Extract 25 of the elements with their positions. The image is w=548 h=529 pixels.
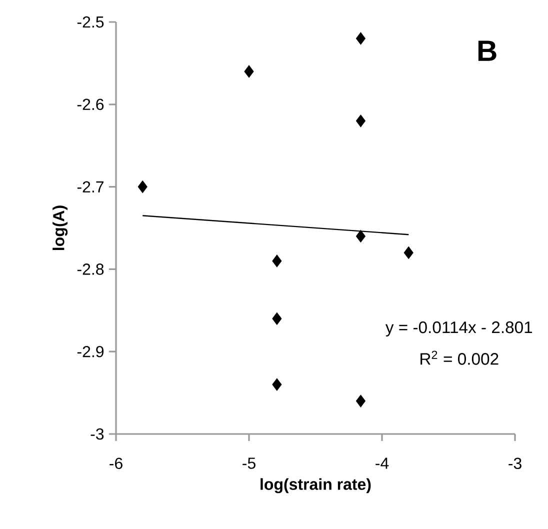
y-tick-label: -2.8 [77, 264, 104, 275]
y-tick-label: -3 [90, 428, 104, 440]
point [404, 246, 414, 259]
point [356, 230, 366, 243]
point [356, 32, 366, 45]
x-tick-label: -6 [110, 458, 122, 470]
point [272, 378, 282, 391]
point [272, 254, 282, 268]
annotation: y = -0.0114x - 2.801 [385, 321, 532, 336]
y-tick-label: -2.5 [77, 16, 104, 28]
annotation: B [478, 40, 496, 61]
y-tick-label: -2.9 [77, 346, 104, 358]
y-tick-label: -2.7 [77, 181, 104, 192]
y-axis-title: log(A) [52, 206, 68, 250]
x-tick-label: -4 [376, 458, 389, 469]
x-axis-title: log(strain rate) [260, 478, 371, 494]
x-tick-label: -3 [508, 458, 522, 470]
point [272, 312, 282, 325]
point [356, 114, 366, 128]
point [244, 65, 254, 78]
annotation: R$^{2}$ = 0.002 [420, 350, 498, 365]
point [138, 180, 148, 194]
x-tick-label: -5 [242, 458, 256, 469]
point [356, 394, 366, 408]
y-tick-label: -2.6 [77, 98, 104, 110]
